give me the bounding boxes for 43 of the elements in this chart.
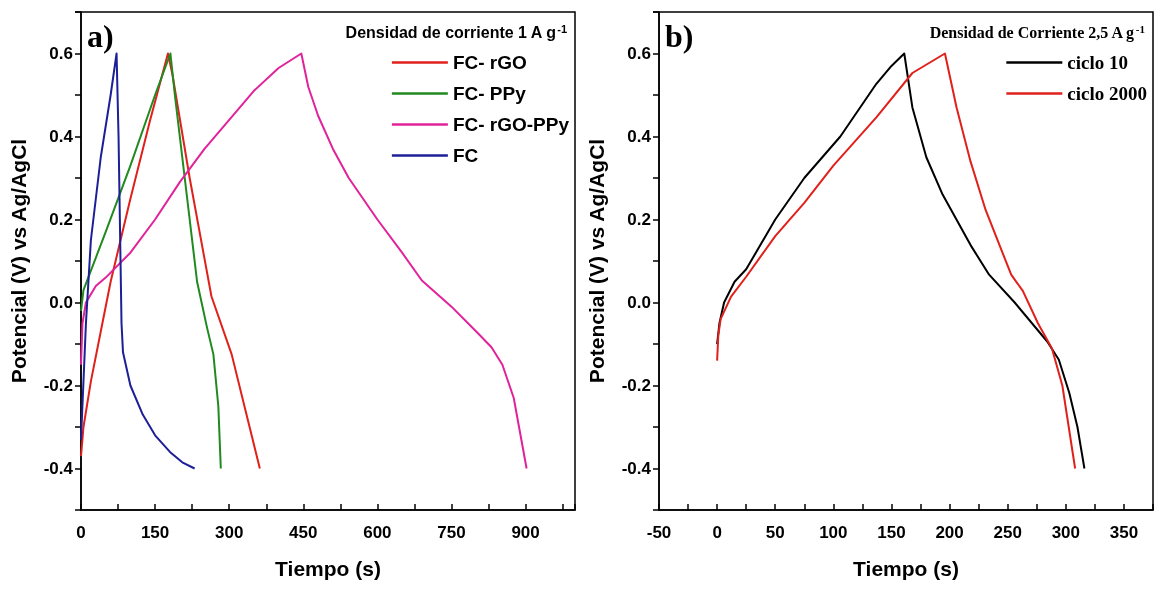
- line-series: [80, 52, 261, 470]
- annotation: b): [665, 18, 694, 54]
- y-tick-label: 0.0: [627, 293, 651, 312]
- y-axis-title: Potencial (V) vs Ag/AgCl: [7, 138, 30, 384]
- x-tick-label: 100: [819, 523, 848, 542]
- legend-label: FC: [452, 145, 479, 166]
- y-tick-label: 0.6: [49, 44, 73, 63]
- x-tick-label: 750: [437, 523, 466, 542]
- x-tick-label: 300: [1051, 523, 1081, 542]
- x-tick-label: 0: [712, 523, 722, 542]
- legend-label: FC- PPy: [452, 83, 527, 104]
- x-tick-label: -50: [646, 523, 672, 542]
- x-tick-label: 300: [215, 523, 244, 542]
- y-tick-label: 0.6: [627, 44, 651, 63]
- y-tick-label: -0.2: [621, 376, 651, 395]
- x-tick-label: 600: [363, 523, 392, 542]
- legend-label: FC- rGO-PPy: [452, 114, 570, 135]
- legend-label: FC- rGO: [452, 52, 527, 73]
- x-tick-label: 0: [76, 523, 86, 542]
- x-tick-label: 200: [935, 523, 964, 542]
- x-tick-label: 50: [765, 523, 785, 542]
- y-tick-label: 0.2: [49, 210, 73, 229]
- legend-label: ciclo 10: [1067, 52, 1129, 73]
- y-tick-label: -0.2: [43, 376, 73, 395]
- x-tick-label: 250: [993, 523, 1022, 542]
- line-series: [80, 52, 222, 470]
- x-axis-title: Tiempo (s): [275, 557, 381, 580]
- y-tick-label: 0.2: [627, 210, 651, 229]
- x-tick-label: 350: [1109, 523, 1139, 542]
- legend-label: ciclo 2000: [1067, 83, 1148, 104]
- y-tick-label: -0.4: [621, 459, 652, 478]
- y-tick-label: 0.4: [627, 127, 652, 146]
- x-tick-label: 150: [140, 523, 170, 542]
- y-tick-label: 0.0: [49, 293, 73, 312]
- x-tick-label: 900: [511, 523, 540, 542]
- annotation: a): [87, 18, 114, 54]
- x-tick-label: 450: [289, 523, 318, 542]
- x-axis-title: Tiempo (s): [853, 557, 959, 580]
- y-tick-label: -0.4: [43, 459, 74, 478]
- x-tick-label: 150: [877, 523, 906, 542]
- y-axis-title: Potencial (V) vs Ag/AgCl: [585, 138, 608, 384]
- line-series: [80, 52, 196, 470]
- y-tick-label: 0.4: [49, 127, 74, 146]
